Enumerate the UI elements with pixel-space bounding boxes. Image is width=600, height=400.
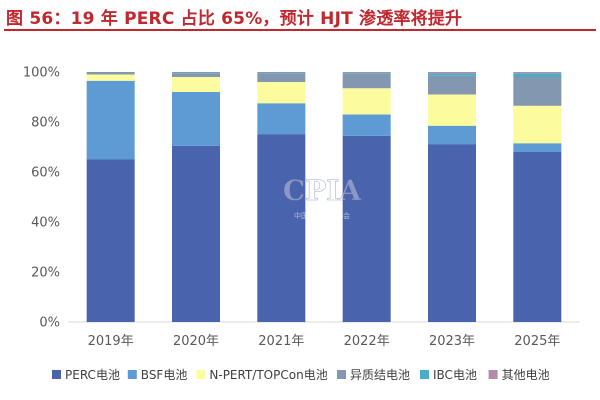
y-tick-label: 60% — [31, 166, 60, 181]
y-tick-label: 0% — [39, 316, 60, 331]
y-tick-labels: 0% 20% 40% 60% 80% 100% — [23, 66, 60, 331]
bar-segment-2-4 — [342, 114, 391, 136]
bar-segment-2-1 — [86, 80, 135, 160]
bar-segment-5-6 — [513, 73, 562, 77]
legend-swatch-2 — [127, 370, 137, 379]
bar-segment-3-5 — [428, 94, 476, 126]
bar-segment-4-5 — [428, 75, 476, 95]
figure-title: 图 56：19 年 PERC 占比 65%，预计 HJT 渗透率将提升 — [6, 9, 463, 29]
x-tick-label: 2019年 — [88, 334, 134, 349]
y-tick-label: 80% — [31, 116, 60, 131]
bar-segment-2-3 — [257, 103, 306, 135]
bar-segment-1-2 — [172, 145, 220, 322]
x-tick-label: 2025年 — [514, 334, 560, 349]
bar-segment-1-6 — [513, 152, 562, 322]
legend-label-1: PERC电池 — [65, 368, 120, 382]
bar-segment-6-5 — [428, 72, 476, 74]
legend-label-5: IBC电池 — [433, 368, 477, 382]
bar-segment-3-6 — [513, 105, 562, 144]
watermark-logo-text: CPIA — [283, 174, 362, 207]
bar-segment-3-4 — [342, 88, 391, 115]
x-tick-labels: 2019年 2020年 2021年 2022年 2023年 2025年 — [88, 334, 561, 349]
bar-segment-2-6 — [513, 143, 562, 152]
y-tick-label: 100% — [23, 66, 60, 81]
bar-segment-4-6 — [513, 77, 562, 106]
x-tick-label: 2023年 — [429, 334, 475, 349]
title-rule — [4, 29, 596, 31]
x-tick-label: 2022年 — [344, 334, 390, 349]
legend-label-2: BSF电池 — [141, 368, 188, 382]
legend-swatch-1 — [52, 370, 61, 379]
bar-segment-6-6 — [513, 72, 562, 74]
bar-segment-3-1 — [86, 74, 135, 81]
legend-swatch-4 — [337, 370, 346, 379]
y-tick-label: 40% — [31, 216, 60, 231]
bar-segment-3-3 — [257, 82, 306, 104]
legend-label-4: 异质结电池 — [350, 368, 410, 382]
bar-segment-5-2 — [172, 72, 220, 74]
x-tick-label: 2020年 — [173, 334, 219, 349]
watermark-subtext: 中国光伏行业协会 — [294, 211, 350, 220]
legend-swatch-6 — [488, 370, 498, 379]
legend-label-3: N-PERT/TOPCon电池 — [209, 368, 327, 382]
bar-segment-2-5 — [428, 125, 476, 145]
bar-segment-2-2 — [172, 92, 220, 146]
bar-segment-4-1 — [86, 72, 135, 75]
bar-segment-4-4 — [342, 74, 391, 89]
bar-segment-6-4 — [342, 72, 391, 74]
chart-bars — [86, 72, 562, 322]
bar-segment-5-4 — [342, 73, 391, 75]
bar-segment-4-3 — [257, 73, 306, 82]
legend-swatch-5 — [420, 370, 429, 379]
bar-segment-1-3 — [257, 134, 306, 322]
legend-label-6: 其他电池 — [502, 368, 550, 382]
bar-segment-1-5 — [428, 144, 476, 322]
cpia-watermark: CPIA 中国光伏行业协会 — [283, 174, 363, 220]
y-tick-label: 20% — [31, 266, 60, 281]
chart-legend: PERC电池 BSF电池 N-PERT/TOPCon电池 异质结电池 IBC电池 其他电池 — [52, 368, 550, 382]
bar-segment-5-3 — [257, 72, 306, 74]
bar-segment-1-1 — [86, 159, 135, 322]
bar-segment-6-3 — [257, 72, 306, 73]
bar-segment-1-4 — [342, 135, 391, 322]
legend-swatch-3 — [196, 370, 206, 379]
bar-segment-5-5 — [428, 73, 476, 76]
bar-segment-6-2 — [172, 72, 220, 73]
bar-segment-3-2 — [172, 77, 220, 92]
bar-segment-4-2 — [172, 73, 220, 77]
x-tick-label: 2021年 — [258, 334, 304, 349]
